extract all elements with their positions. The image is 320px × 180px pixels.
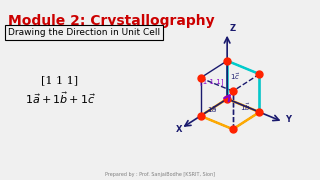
- Text: 1$\vec{c}$: 1$\vec{c}$: [230, 71, 240, 82]
- Text: Z: Z: [229, 24, 235, 33]
- Text: Drawing the Direction in Unit Cell: Drawing the Direction in Unit Cell: [8, 28, 160, 37]
- Text: Module 2: Crystallography: Module 2: Crystallography: [8, 14, 215, 28]
- Text: [1 1 1]: [1 1 1]: [200, 78, 224, 85]
- Text: $1\vec{a} + 1\vec{b} + 1\vec{c}$: $1\vec{a} + 1\vec{b} + 1\vec{c}$: [25, 90, 95, 106]
- Text: 1$\vec{b}$: 1$\vec{b}$: [240, 102, 251, 113]
- Text: X: X: [176, 125, 182, 134]
- Text: 1$\vec{a}$: 1$\vec{a}$: [206, 105, 217, 115]
- Text: Y: Y: [285, 115, 291, 124]
- Text: [1 1 1]: [1 1 1]: [41, 75, 79, 85]
- Text: Prepared by : Prof. SanjaiBodhe [KSRIT, Sion]: Prepared by : Prof. SanjaiBodhe [KSRIT, …: [105, 172, 215, 177]
